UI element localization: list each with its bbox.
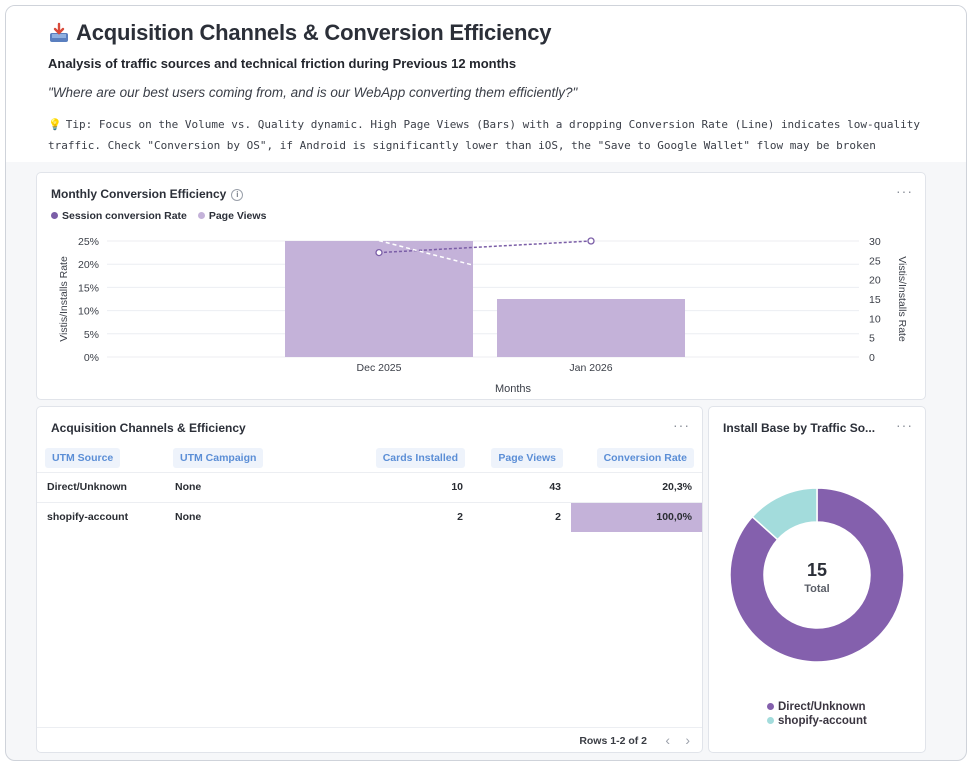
donut-legend-item[interactable]: Direct/Unknown [767, 700, 867, 714]
y-right-tick-label: 25 [869, 255, 881, 267]
acquisition-table-card: Acquisition Channels & Efficiency ··· UT… [36, 406, 703, 753]
y-right-tick-label: 10 [869, 313, 881, 325]
page-quote: "Where are our best users coming from, a… [48, 85, 578, 100]
y-right-tick-label: 0 [869, 352, 875, 364]
legend-label: Session conversion Rate [62, 210, 187, 222]
y-right-tick-label: 15 [869, 294, 881, 306]
cell-page-views: 2 [473, 501, 571, 532]
donut-total-label: Total [804, 583, 829, 595]
y-right-tick-label: 20 [869, 275, 881, 287]
legend-dot [51, 212, 58, 219]
legend-label: Direct/Unknown [778, 701, 866, 713]
cell-conversion-rate: 20,3% [571, 471, 702, 502]
column-header-label: Conversion Rate [596, 447, 694, 468]
tip-body: Tip: Focus on the Volume vs. Quality dyn… [48, 118, 921, 152]
legend-dot [197, 212, 205, 219]
install-base-donut: 15 Total [729, 487, 905, 663]
donut-legend-item[interactable]: shopify-account [767, 714, 867, 728]
column-header-label: Page Views [491, 447, 563, 468]
rows-count-label: Rows 1-2 of 2 [579, 735, 647, 747]
legend-dot [767, 703, 774, 710]
chart-legend: Session conversion Rate Page Views [51, 210, 266, 222]
chevron-left-icon[interactable]: ‹ [665, 732, 670, 748]
acquisition-table: UTM Source UTM Campaign Cards Installed … [37, 444, 702, 532]
column-header-utm-campaign[interactable]: UTM Campaign [165, 444, 305, 472]
y-tick-label: 25% [78, 236, 99, 248]
cell-page-views: 43 [473, 471, 571, 502]
table-card-title: Acquisition Channels & Efficiency [51, 421, 246, 435]
bar-page-views [285, 241, 473, 357]
chart-more-menu-button[interactable]: ··· [896, 183, 913, 199]
y-tick-label: 0% [84, 352, 99, 364]
table-more-menu-button[interactable]: ··· [673, 417, 690, 433]
table-row[interactable]: Direct/Unknown None 10 43 20,3% [37, 471, 702, 502]
donut-slice [729, 487, 905, 663]
conversion-chart: 0% 5% 10% 15% 20% 25% 0 5 10 15 20 25 30 Dec 2025 Jan … [58, 236, 908, 395]
page-title: Acquisition Channels & Conversion Effici… [76, 20, 552, 45]
chevron-right-icon[interactable]: › [685, 732, 690, 748]
y-right-tick-label: 30 [869, 236, 881, 248]
x-axis-label: Months [495, 383, 532, 395]
y-right-tick-label: 5 [869, 333, 875, 345]
cell-utm-campaign: None [165, 471, 305, 502]
cell-utm-source: shopify-account [37, 501, 165, 532]
legend-item-page-views[interactable]: Page Views [197, 210, 267, 222]
donut-legend: Direct/Unknown shopify-account [767, 700, 867, 728]
chart-card-title: Monthly Conversion Efficiency i [51, 187, 244, 201]
y-right-axis-label: Vistis/Installs Rate [896, 256, 908, 342]
column-header-utm-source[interactable]: UTM Source [37, 444, 165, 472]
column-header-label: Cards Installed [375, 447, 465, 468]
cell-conversion-rate: 100,0% [571, 501, 702, 532]
y-tick-label: 10% [78, 306, 99, 318]
chart-title-text: Monthly Conversion Efficiency [51, 187, 227, 201]
cell-utm-campaign: None [165, 501, 305, 532]
install-base-card: Install Base by Traffic So... ··· 15 Tota… [708, 406, 926, 753]
inbox-tray-icon [48, 22, 70, 44]
x-tick-label: Dec 2025 [357, 362, 402, 374]
legend-dot [767, 717, 774, 724]
dashboard-frame: Acquisition Channels & Conversion Effici… [5, 5, 967, 761]
column-header-cards-installed[interactable]: Cards Installed [305, 444, 473, 472]
column-header-conversion-rate[interactable]: Conversion Rate [571, 444, 702, 472]
lightbulb-icon: 💡 [48, 118, 62, 131]
cell-utm-source: Direct/Unknown [37, 471, 165, 502]
conversion-rate-point [375, 248, 383, 257]
cell-cards-installed: 10 [305, 471, 473, 502]
conversion-rate-line [378, 240, 592, 254]
table-footer: Rows 1-2 of 2 ‹ › [37, 727, 702, 753]
page-subtitle: Analysis of traffic sources and technica… [48, 56, 517, 71]
info-icon[interactable]: i [231, 189, 244, 201]
donut-total-value: 15 [807, 560, 827, 580]
y-tick-label: 5% [84, 329, 99, 341]
table-header-row: UTM Source UTM Campaign Cards Installed … [37, 444, 702, 472]
legend-label: shopify-account [778, 715, 867, 727]
column-header-label: UTM Source [45, 447, 121, 468]
x-tick-label: Jan 2026 [569, 362, 612, 374]
y-tick-label: 15% [78, 282, 99, 294]
y-tick-label: 20% [78, 259, 99, 271]
title-row: Acquisition Channels & Conversion Effici… [48, 20, 551, 46]
table-row[interactable]: shopify-account None 2 2 100,0% [37, 501, 702, 532]
cell-cards-installed: 2 [305, 501, 473, 532]
monthly-conversion-card: Monthly Conversion Efficiency i ··· Sessi… [36, 172, 926, 400]
conversion-rate-point [587, 237, 595, 245]
page-header: Acquisition Channels & Conversion Effici… [6, 6, 966, 162]
tip-text: 💡 Tip: Focus on the Volume vs. Quality dy… [48, 114, 948, 156]
donut-more-menu-button[interactable]: ··· [896, 417, 913, 433]
legend-item-session-conversion[interactable]: Session conversion Rate [51, 210, 187, 222]
donut-card-title: Install Base by Traffic So... [723, 421, 876, 435]
bar-page-views [497, 299, 685, 357]
y-axis-label: Vistis/Installs Rate [58, 256, 70, 342]
donut-slice [751, 487, 818, 541]
column-header-label: UTM Campaign [173, 447, 264, 468]
column-header-page-views[interactable]: Page Views [473, 444, 571, 472]
legend-label: Page Views [208, 210, 267, 222]
trend-overlay [378, 239, 472, 266]
